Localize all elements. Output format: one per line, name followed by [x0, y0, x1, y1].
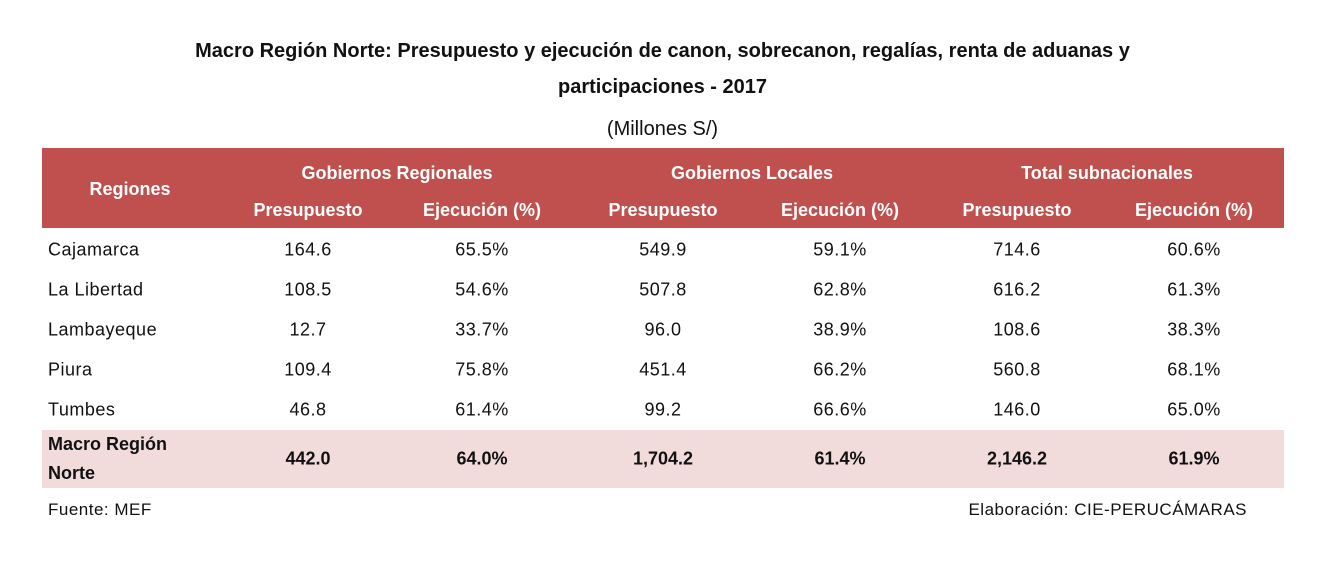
column-header: Ejecución (%): [422, 200, 542, 220]
table-cell: 451.4: [639, 359, 687, 380]
column-header: Ejecución (%): [780, 200, 900, 220]
region-name: Cajamarca: [48, 239, 140, 260]
total-region-name: Macro Región Norte: [48, 430, 167, 488]
source-note: Fuente: MEF: [48, 500, 152, 519]
header-group: Gobiernos Regionales: [301, 163, 493, 183]
table-cell: 714.6: [993, 239, 1041, 260]
table-cell: 65.5%: [455, 239, 509, 260]
table-cell: 38.3%: [1167, 319, 1221, 340]
table-cell: 109.4: [284, 359, 332, 380]
table-title-line2: participaciones - 2017: [558, 76, 767, 98]
table-cell: 61.4%: [455, 399, 509, 420]
table-cell: 616.2: [993, 279, 1041, 300]
table-cell: 96.0: [644, 319, 682, 340]
total-region-line1: Macro Región: [48, 434, 168, 454]
total-cell: 61.4%: [814, 448, 866, 469]
table-cell: 46.8: [289, 399, 327, 420]
region-name: Lambayeque: [48, 319, 158, 340]
column-header: Ejecución (%): [1134, 200, 1254, 220]
header-regiones: Regiones: [89, 179, 171, 199]
total-cell: 1,704.2: [632, 448, 694, 469]
table-cell: 59.1%: [813, 239, 867, 260]
table-cell: 60.6%: [1167, 239, 1221, 260]
table-cell: 54.6%: [455, 279, 509, 300]
table-cell: 549.9: [639, 239, 687, 260]
total-cell: 442.0: [285, 448, 331, 469]
table-cell: 66.2%: [813, 359, 867, 380]
header-group: Gobiernos Locales: [670, 163, 834, 183]
table-cell: 108.6: [993, 319, 1041, 340]
total-cell: 64.0%: [456, 448, 508, 469]
total-cell: 61.9%: [1168, 448, 1220, 469]
column-header: Presupuesto: [253, 200, 363, 220]
table-subtitle: (Millones S/): [606, 118, 719, 140]
table-cell: 99.2: [644, 399, 682, 420]
table-cell: 68.1%: [1167, 359, 1221, 380]
header-group: Total subnacionales: [1021, 163, 1193, 183]
table-cell: 12.7: [289, 319, 327, 340]
credit-note: Elaboración: CIE-PERUCÁMARAS: [968, 500, 1247, 519]
total-region-line2: Norte: [48, 463, 96, 483]
table-cell: 507.8: [639, 279, 687, 300]
table-cell: 65.0%: [1167, 399, 1221, 420]
table-row: Cajamarca 164.6 65.5% 549.9 59.1% 714.6 60.6%: [42, 230, 1284, 270]
table-cell: 38.9%: [813, 319, 867, 340]
region-name: Tumbes: [48, 399, 116, 420]
table-cell: 146.0: [993, 399, 1041, 420]
table-cell: 66.6%: [813, 399, 867, 420]
table-cell: 75.8%: [455, 359, 509, 380]
region-name: La Libertad: [48, 279, 144, 300]
table-row: Piura 109.4 75.8% 451.4 66.2% 560.8 68.1%: [42, 350, 1284, 390]
region-name: Piura: [48, 359, 93, 380]
table-cell: 61.3%: [1167, 279, 1221, 300]
table-cell: 560.8: [993, 359, 1041, 380]
column-header: Presupuesto: [962, 200, 1072, 220]
table-row: Tumbes 46.8 61.4% 99.2 66.6% 146.0 65.0%: [42, 390, 1284, 430]
table-cell: 108.5: [284, 279, 332, 300]
table-cell: 62.8%: [813, 279, 867, 300]
table-row: La Libertad 108.5 54.6% 507.8 62.8% 616.2 61.3…: [42, 270, 1284, 310]
table-cell: 33.7%: [455, 319, 509, 340]
table-title-line1: Macro Región Norte: Presupuesto y ejecuc…: [195, 40, 1130, 62]
table-row: Lambayeque 12.7 33.7% 96.0 38.9% 108.6 38.3%: [42, 310, 1284, 350]
table-header: Regiones Gobiernos Regionales Gobiernos …: [42, 148, 1284, 228]
total-row: Macro Región Norte 442.0 64.0% 1,704.2 61.4% 2…: [42, 430, 1284, 488]
column-header: Presupuesto: [608, 200, 718, 220]
total-cell: 2,146.2: [986, 448, 1048, 469]
table-cell: 164.6: [284, 239, 332, 260]
